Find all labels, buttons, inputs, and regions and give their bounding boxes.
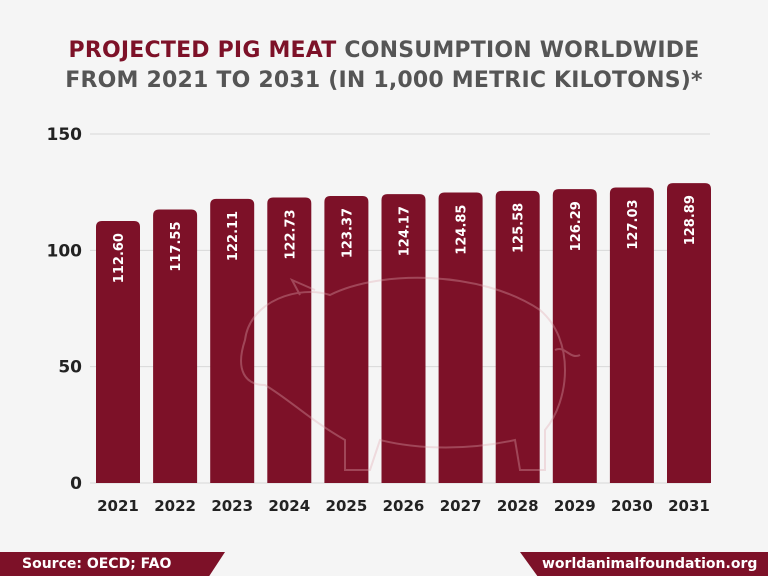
data-label: 126.29 (569, 201, 584, 251)
bar-2031 (667, 183, 711, 483)
y-tick-label: 50 (58, 358, 82, 378)
x-tick-label: 2028 (497, 497, 539, 515)
bar-2027 (438, 192, 483, 483)
x-tick-label: 2030 (611, 497, 653, 515)
bar-2029 (552, 189, 597, 483)
data-label: 128.89 (683, 195, 698, 245)
x-tick-label: 2024 (268, 497, 310, 515)
bar-2025 (324, 195, 369, 483)
title-rest: CONSUMPTION WORLDWIDE (344, 38, 700, 63)
y-tick-label: 0 (70, 474, 82, 494)
site-banner[interactable]: worldanimalfoundation.org (520, 552, 768, 576)
bar-2028 (495, 190, 540, 483)
data-label: 124.17 (398, 206, 413, 256)
x-tick-label: 2029 (554, 497, 596, 515)
bar-2023 (210, 198, 255, 483)
bar-2022 (153, 209, 198, 483)
data-label: 122.73 (283, 209, 298, 259)
bar-2030 (609, 187, 654, 483)
source-banner: Source: OECD; FAO (0, 552, 225, 576)
data-label: 124.85 (455, 205, 470, 255)
y-tick-label: 100 (47, 241, 83, 261)
title-line2: FROM 2021 TO 2031 (IN 1,000 METRIC KILOT… (65, 68, 703, 93)
x-tick-label: 2026 (383, 497, 425, 515)
chart-title: PROJECTED PIG MEAT CONSUMPTION WORLDWIDE… (0, 36, 768, 96)
x-tick-label: 2027 (440, 497, 482, 515)
data-label: 127.03 (626, 199, 641, 249)
data-label: 117.55 (169, 222, 184, 272)
bar-2021 (96, 221, 140, 483)
data-label: 112.60 (112, 233, 127, 283)
data-label: 123.37 (340, 208, 355, 258)
x-tick-label: 2025 (326, 497, 368, 515)
x-tick-label: 2031 (668, 497, 710, 515)
bar-2024 (267, 197, 312, 484)
x-tick-label: 2021 (97, 497, 139, 515)
x-tick-label: 2023 (211, 497, 253, 515)
bar-2026 (381, 194, 426, 484)
data-label: 125.58 (512, 203, 527, 253)
data-label: 122.11 (226, 211, 241, 261)
x-tick-label: 2022 (154, 497, 196, 515)
pig-watermark-icon (240, 276, 581, 471)
y-tick-label: 150 (47, 125, 83, 145)
title-highlight: PROJECTED PIG MEAT (68, 38, 337, 63)
